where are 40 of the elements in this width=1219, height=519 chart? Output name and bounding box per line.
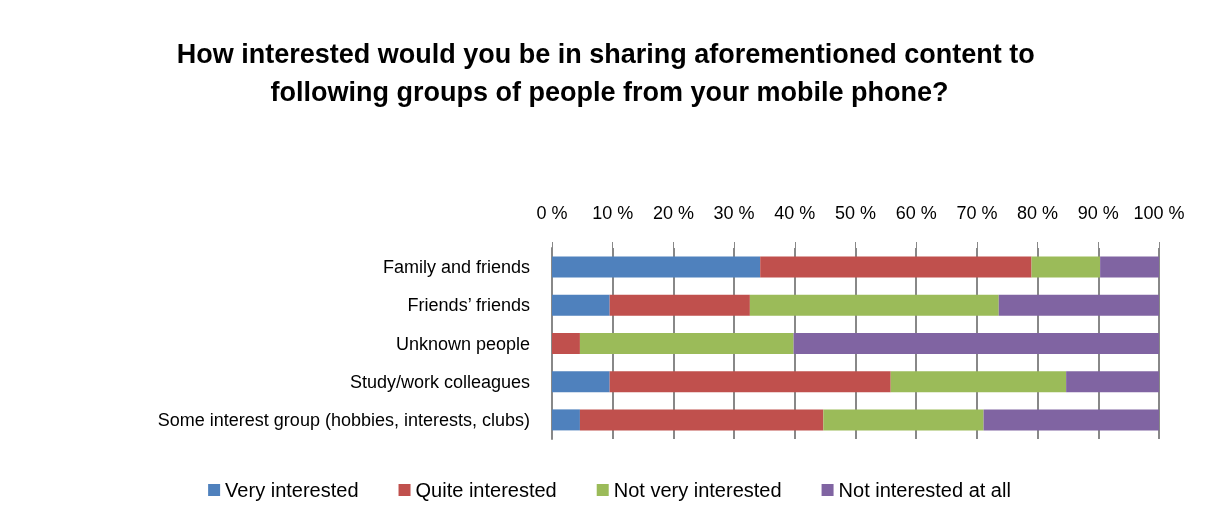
bar [890, 371, 1067, 393]
bar [983, 409, 1159, 431]
y-tick-label: Study/work colleagues [349, 371, 530, 392]
bar [552, 294, 610, 316]
y-tick-label: Unknown people [395, 333, 530, 354]
bar [552, 256, 761, 278]
bar [749, 294, 999, 316]
bar [579, 333, 794, 355]
x-tick-label: 40 % [774, 203, 816, 223]
bar [793, 333, 1159, 355]
bar [552, 409, 580, 431]
x-tick-label: 60 % [895, 203, 937, 223]
bar [1066, 371, 1159, 393]
y-tick-label: Some interest group (hobbies, interests, clubs) [157, 409, 530, 430]
bar [609, 371, 891, 393]
bar [760, 256, 1032, 278]
x-tick-label: 50 % [834, 203, 877, 223]
bar [552, 333, 580, 355]
x-tick-label: 0 % [536, 203, 568, 223]
bar [1100, 256, 1159, 278]
x-tick-label: 10 % [592, 203, 634, 223]
bar [998, 294, 1159, 316]
legend-label: Not very interested [613, 479, 782, 501]
bar [823, 409, 984, 431]
x-tick-label: 70 % [956, 203, 998, 223]
bar [579, 409, 824, 431]
chart-title: How interested would you be in sharing aforementioned content to following groups of people from your mobile phone? [176, 39, 1043, 107]
legend-label: Not interested at all [838, 479, 1011, 501]
x-tick-label: 90 % [1077, 203, 1119, 223]
bar [1031, 256, 1101, 278]
legend-label: Very interested [225, 479, 359, 501]
y-tick-label: Friends’ friends [407, 295, 530, 316]
x-tick-label: 80 % [1017, 203, 1059, 223]
bar [552, 371, 610, 393]
bar [609, 294, 750, 316]
legend-label: Quite interested [415, 479, 557, 501]
x-tick-label: 20 % [652, 203, 694, 223]
y-tick-label: Family and friends [382, 257, 530, 278]
x-tick-label: 30 % [713, 203, 755, 223]
x-tick-label: 100 % [1133, 203, 1185, 223]
